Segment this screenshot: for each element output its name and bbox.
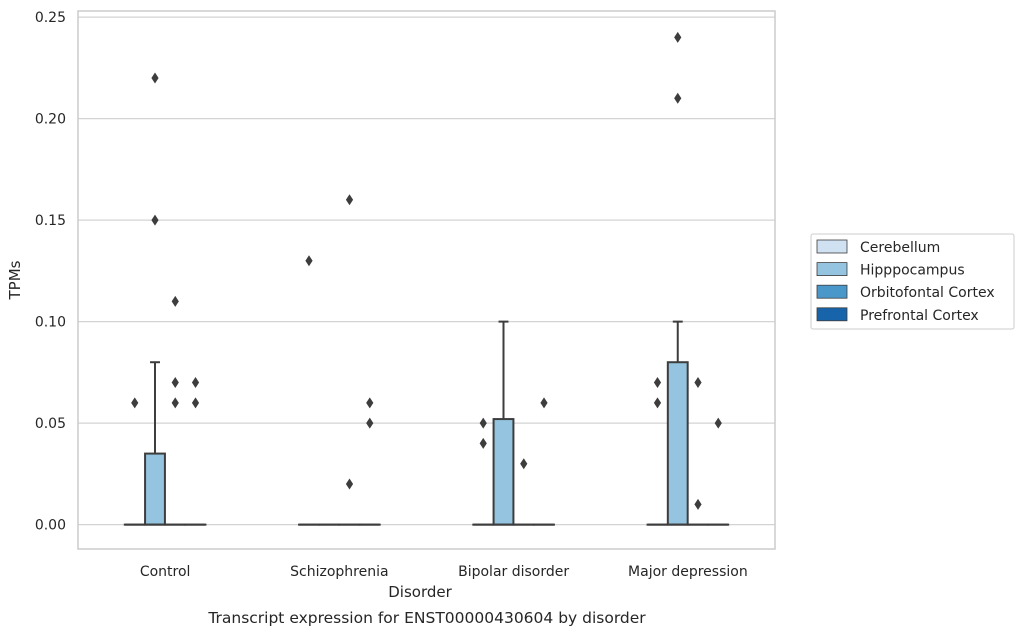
outlier-point bbox=[172, 397, 179, 408]
legend-swatch bbox=[817, 308, 847, 321]
box-plot-group bbox=[534, 397, 554, 524]
outlier-point bbox=[346, 194, 353, 205]
box-plot-group bbox=[514, 458, 534, 524]
outlier-point bbox=[654, 397, 661, 408]
y-tick-label: 0.05 bbox=[35, 416, 66, 432]
x-axis-label: Disorder bbox=[388, 583, 452, 601]
x-tick-labels: Control Schizophrenia Bipolar disorder Majo… bbox=[140, 564, 748, 580]
outlier-point bbox=[480, 418, 487, 429]
outlier-point bbox=[305, 255, 312, 266]
outlier-point bbox=[715, 418, 722, 429]
legend-label: Cerebellum bbox=[860, 240, 940, 256]
outlier-point bbox=[694, 377, 701, 388]
outlier-point bbox=[172, 296, 179, 307]
y-tick-labels: 0.00 0.05 0.10 0.15 0.20 0.25 bbox=[35, 10, 66, 534]
outlier-point bbox=[366, 418, 373, 429]
x-tick-label: Bipolar disorder bbox=[458, 564, 569, 580]
x-tick-label: Major depression bbox=[628, 564, 748, 580]
legend-swatch bbox=[817, 240, 847, 253]
box-plot-group bbox=[165, 296, 185, 525]
outlier-point bbox=[694, 499, 701, 510]
y-tick-label: 0.25 bbox=[35, 10, 66, 26]
legend-swatch bbox=[817, 285, 847, 298]
box-plot-group bbox=[688, 377, 708, 525]
outlier-point bbox=[192, 377, 199, 388]
y-axis-label: TPMs bbox=[6, 260, 24, 300]
legend-swatch bbox=[817, 263, 847, 276]
outlier-point bbox=[540, 397, 547, 408]
outlier-point bbox=[192, 397, 199, 408]
outlier-point bbox=[346, 479, 353, 490]
x-tick-label: Control bbox=[140, 564, 191, 580]
box-plot-group bbox=[125, 397, 145, 524]
outlier-point bbox=[172, 377, 179, 388]
legend-label: Orbitofontal Cortex bbox=[860, 285, 995, 301]
box-plot-group bbox=[360, 397, 380, 524]
outlier-point bbox=[151, 215, 158, 226]
box bbox=[145, 454, 165, 525]
outlier-point bbox=[366, 397, 373, 408]
box-plot-group bbox=[145, 72, 165, 524]
outlier-point bbox=[480, 438, 487, 449]
legend-label: Hipppocampus bbox=[860, 263, 965, 279]
box-plot-group bbox=[668, 32, 688, 525]
y-tick-label: 0.15 bbox=[35, 213, 66, 229]
y-tick-label: 0.20 bbox=[35, 112, 66, 128]
y-tick-label: 0.10 bbox=[35, 315, 66, 331]
box-plot-group bbox=[473, 418, 493, 525]
box-plot-group bbox=[299, 255, 319, 524]
box-plot-group bbox=[648, 377, 668, 525]
box bbox=[668, 362, 688, 524]
box-plot-group bbox=[708, 418, 728, 525]
outlier-point bbox=[131, 397, 138, 408]
outlier-point bbox=[520, 458, 527, 469]
outlier-point bbox=[674, 32, 681, 43]
outlier-point bbox=[674, 93, 681, 104]
box-plot-marks bbox=[125, 32, 728, 525]
box-plot-group bbox=[494, 322, 514, 525]
y-tick-label: 0.00 bbox=[35, 518, 66, 534]
outlier-point bbox=[151, 72, 158, 83]
x-tick-label: Schizophrenia bbox=[290, 564, 388, 580]
outlier-point bbox=[654, 377, 661, 388]
box-plot-group bbox=[186, 377, 206, 525]
legend-label: Prefrontal Cortex bbox=[860, 308, 979, 324]
box bbox=[494, 419, 514, 525]
chart-title: Transcript expression for ENST0000043060… bbox=[207, 609, 646, 627]
box-plot-group bbox=[340, 194, 360, 524]
legend: Cerebellum Hipppocampus Orbitofontal Corte… bbox=[811, 234, 1014, 329]
